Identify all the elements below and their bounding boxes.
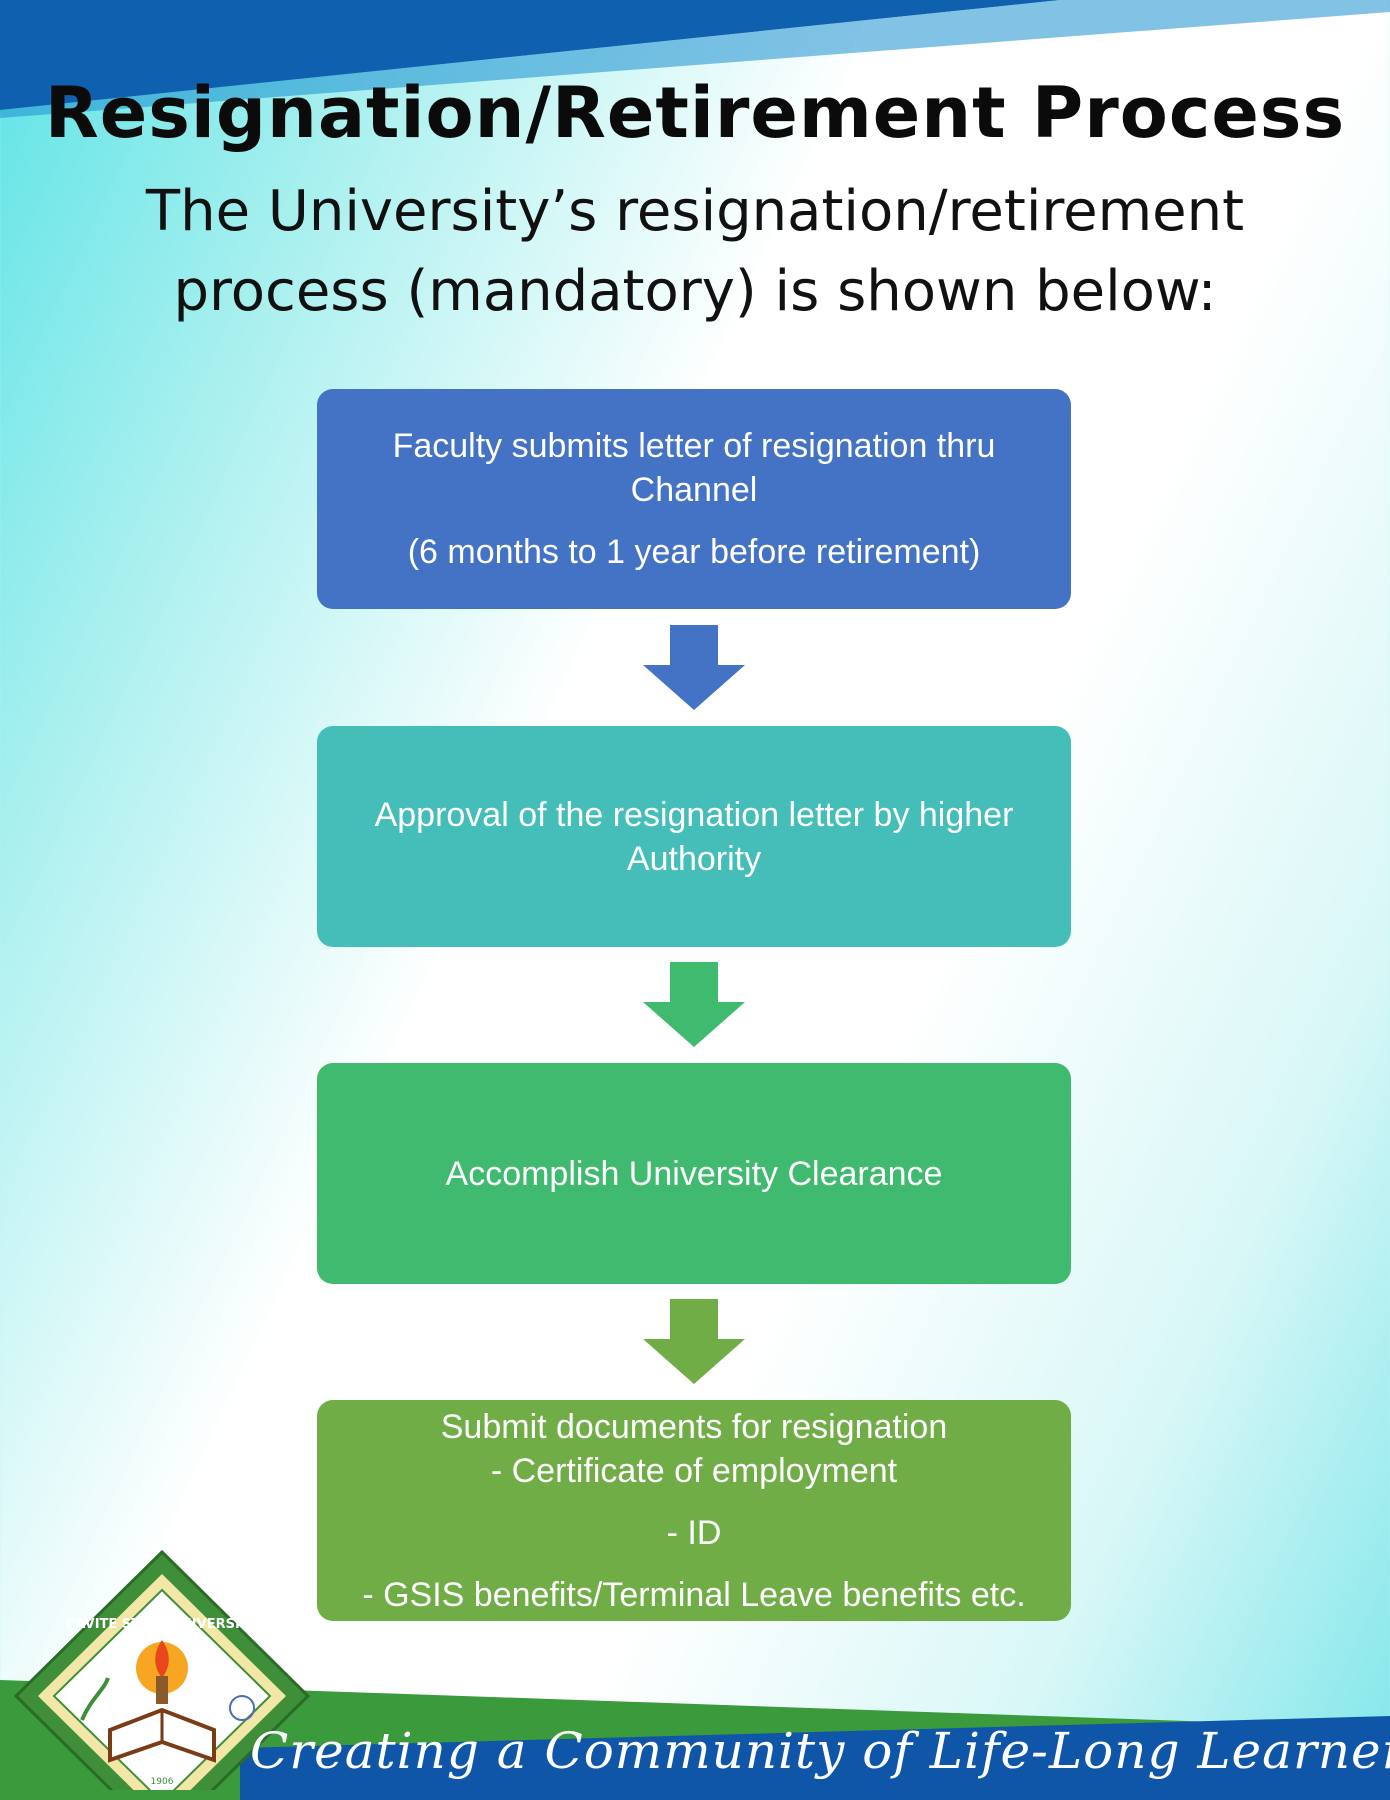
step-2-line-2: Authority [626, 839, 762, 878]
page-subtitle: The University’s resignation/retirement … [95, 172, 1295, 332]
step-2-line-1: Approval of the resignation letter by hi… [374, 795, 1014, 834]
step-4-line-3: - ID [666, 1513, 722, 1552]
arrow-down-icon [643, 1299, 745, 1384]
step-3-box: Accomplish University Clearance [317, 1063, 1071, 1284]
step-3-line-1: Accomplish University Clearance [445, 1154, 943, 1193]
step-1-line-3: (6 months to 1 year before retirement) [407, 533, 981, 571]
footer-tagline: Creating a Community of Life-Long Learne… [250, 1722, 1390, 1780]
arrow-down-icon [643, 962, 745, 1047]
step-4-line-1: Submit documents for resignation [440, 1407, 948, 1446]
step-4-box: Submit documents for resignation - Certi… [317, 1400, 1071, 1621]
bottom-band-blue [240, 1716, 1390, 1800]
seal-year: 1906 [151, 1777, 174, 1787]
step-2-box: Approval of the resignation letter by hi… [317, 726, 1071, 947]
step-1-line-2: Channel [630, 471, 758, 509]
page-title: Resignation/Retirement Process [44, 72, 1346, 154]
subtitle-line-2: process (mandatory) is shown below: [173, 259, 1217, 324]
university-seal-logo: CAVITE STATE UNIVERSITY 1906 [13, 1550, 311, 1790]
arrow-down-icon [643, 625, 745, 710]
top-banner-light [0, 0, 1390, 118]
seal-text-top: CAVITE STATE UNIVERSITY [66, 1617, 259, 1632]
step-4-line-2: - Certificate of employment [490, 1451, 898, 1490]
subtitle-line-1: The University’s resignation/retirement [145, 179, 1245, 244]
step-4-line-4: - GSIS benefits/Terminal Leave benefits … [362, 1575, 1026, 1614]
step-1-box: Faculty submits letter of resignation th… [317, 389, 1071, 609]
step-1-line-1: Faculty submits letter of resignation th… [392, 427, 996, 465]
